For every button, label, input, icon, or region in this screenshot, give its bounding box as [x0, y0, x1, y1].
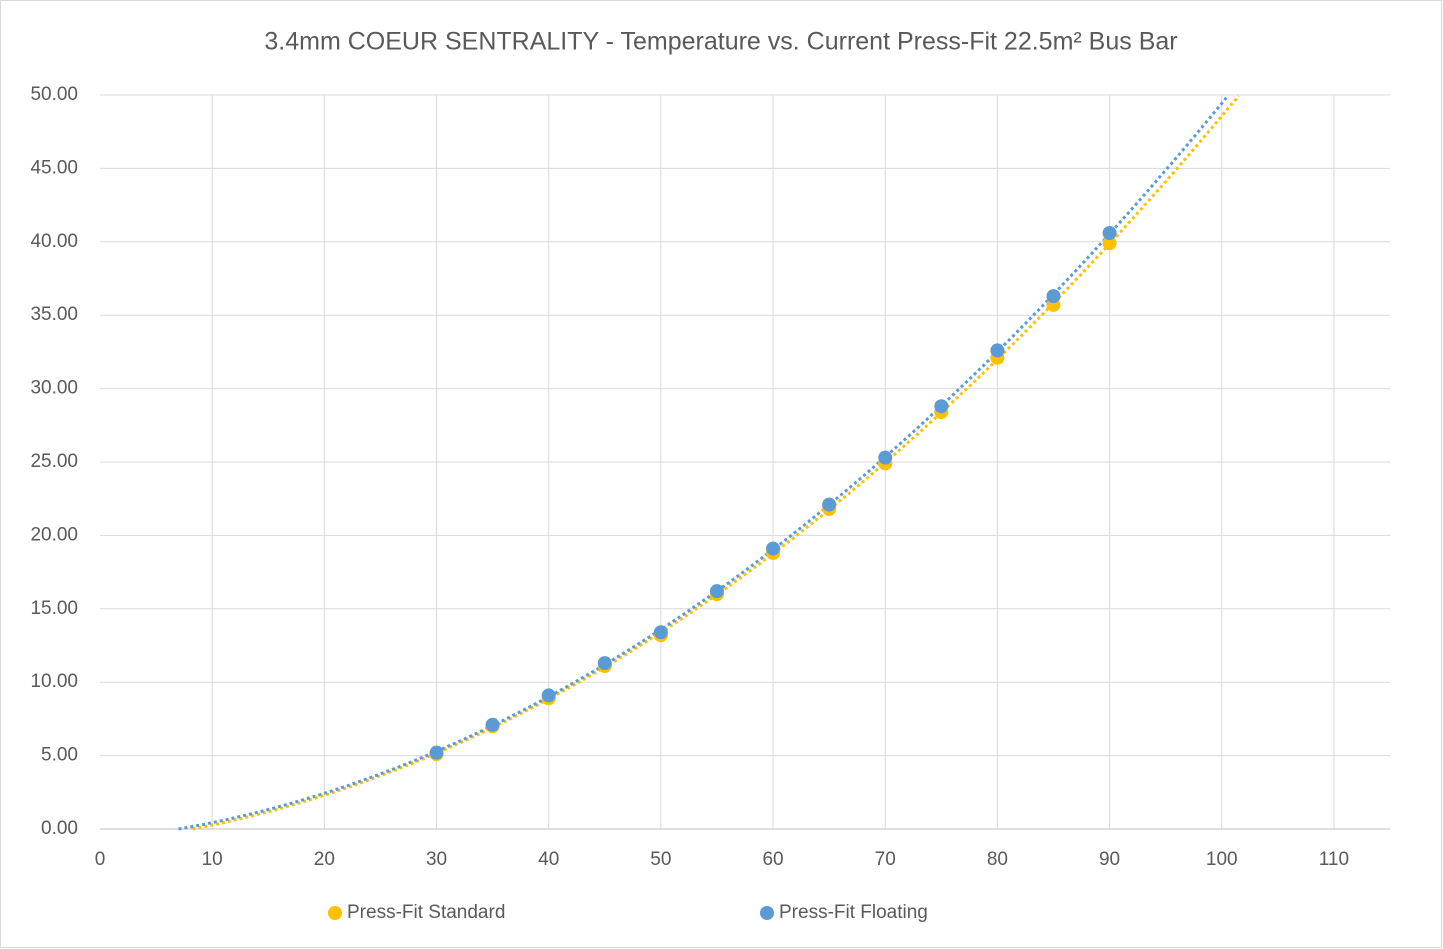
chart-title: 3.4mm COEUR SENTRALITY - Temperature vs.… — [264, 28, 1177, 56]
point — [485, 717, 500, 732]
y-tick-label: 45.00 — [30, 157, 78, 178]
point — [822, 497, 837, 512]
y-tick-label: 0.00 — [41, 818, 78, 839]
legend-marker — [328, 906, 342, 920]
point — [541, 688, 556, 703]
trendline — [178, 95, 1229, 831]
x-tick-label: 80 — [987, 849, 1008, 870]
y-tick-label: 35.00 — [30, 304, 78, 325]
y-tick-label: 40.00 — [30, 231, 78, 252]
point — [653, 625, 668, 640]
point — [429, 745, 444, 760]
point — [709, 584, 724, 599]
point — [1046, 289, 1061, 304]
point — [1102, 236, 1117, 251]
x-tick-label: 0 — [95, 849, 106, 870]
x-tick-label: 50 — [650, 849, 671, 870]
point — [990, 343, 1005, 358]
legend-label: Press-Fit Standard — [347, 902, 505, 923]
y-tick-label: 10.00 — [30, 671, 78, 692]
x-tick-label: 20 — [314, 849, 335, 870]
y-tick-label: 15.00 — [30, 598, 78, 619]
y-tick-label: 50.00 — [30, 84, 78, 105]
y-tick-label: 20.00 — [30, 524, 78, 545]
y-tick-label: 25.00 — [30, 451, 78, 472]
legend-label: Press-Fit Floating — [779, 902, 928, 923]
x-tick-label: 90 — [1099, 849, 1120, 870]
point — [597, 656, 612, 671]
y-tick-label: 5.00 — [41, 745, 78, 766]
x-tick-label: 110 — [1319, 849, 1349, 870]
x-tick-label: 70 — [875, 849, 896, 870]
point — [766, 541, 781, 556]
point — [1102, 225, 1117, 240]
x-tick-label: 40 — [538, 849, 559, 870]
x-tick-label: 100 — [1206, 849, 1238, 870]
y-tick-label: 30.00 — [30, 378, 78, 399]
x-tick-label: 10 — [202, 849, 223, 870]
point — [934, 399, 949, 414]
x-tick-label: 30 — [426, 849, 447, 870]
point — [878, 450, 893, 465]
legend-marker — [760, 906, 774, 920]
x-tick-label: 60 — [762, 849, 783, 870]
